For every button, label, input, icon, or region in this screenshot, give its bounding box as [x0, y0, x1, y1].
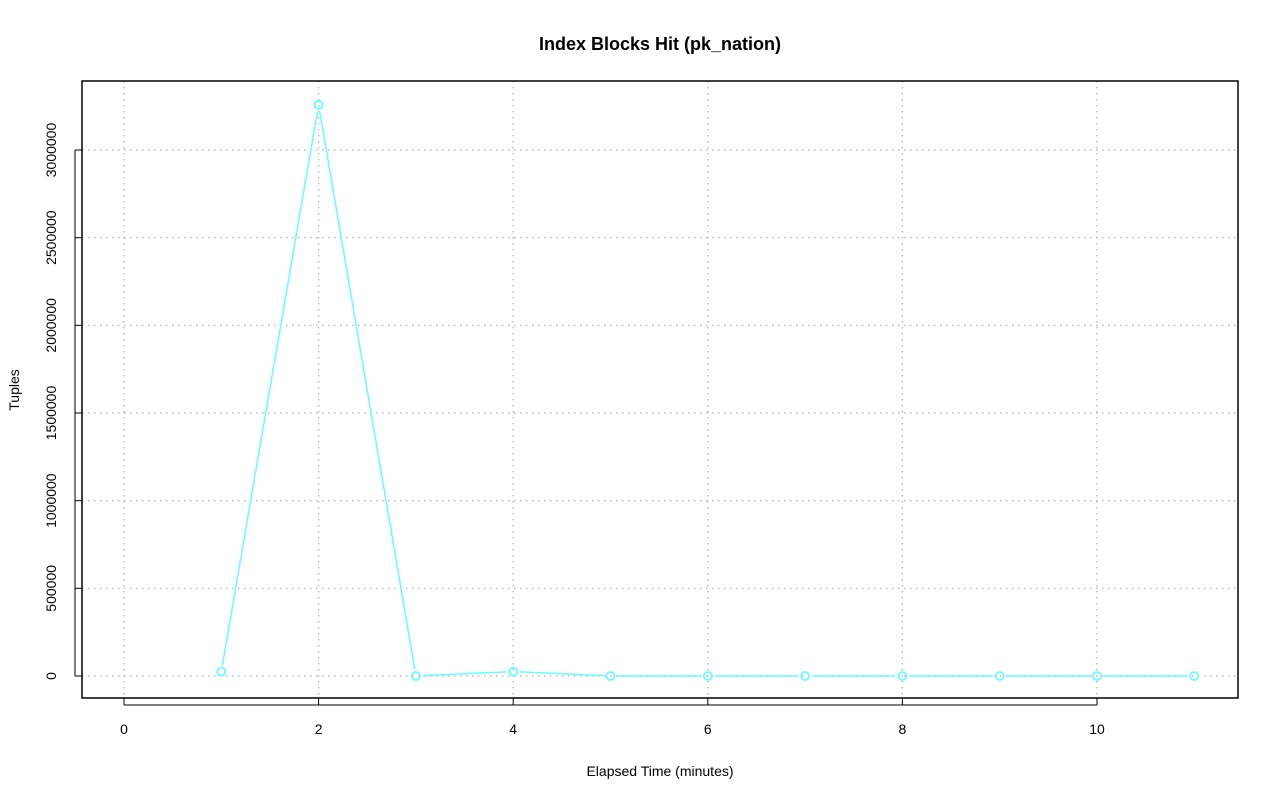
grid [82, 81, 1238, 698]
series-layer [216, 100, 1200, 681]
series-segment [422, 671, 507, 677]
data-point [216, 666, 227, 677]
data-point [897, 671, 908, 681]
x-tick-label: 6 [704, 721, 712, 737]
data-point [313, 100, 324, 110]
y-axis-label: Tuples [6, 369, 22, 411]
data-point [1092, 671, 1102, 681]
series-segment [520, 671, 604, 677]
data-point [605, 671, 616, 681]
series-segment [221, 111, 319, 665]
y-tick-label: 500000 [43, 565, 59, 612]
y-tick-label: 2000000 [43, 298, 59, 353]
data-point [800, 671, 810, 681]
chart-title: Index Blocks Hit (pk_nation) [539, 34, 781, 54]
y-tick-label: 3000000 [43, 123, 59, 178]
x-tick-label: 0 [120, 721, 128, 737]
data-point [1189, 671, 1200, 681]
x-tick-label: 4 [509, 721, 517, 737]
y-tick-label: 1000000 [43, 473, 59, 528]
x-axis-label: Elapsed Time (minutes) [586, 763, 733, 779]
x-tick-label: 2 [315, 721, 323, 737]
axes: 0 2 4 6 8 10 0 500000 1000000 1500000 2000000 25000… [43, 123, 1105, 737]
x-tick-label: 8 [899, 721, 907, 737]
data-point [508, 666, 519, 677]
y-tick-label: 2500000 [43, 210, 59, 265]
x-tick-label: 10 [1089, 721, 1105, 737]
y-tick-label: 0 [43, 672, 59, 680]
data-point [702, 671, 713, 681]
plot-frame [81, 80, 1239, 699]
data-point [410, 671, 421, 681]
series-segment [319, 111, 416, 670]
data-point [994, 671, 1005, 681]
y-tick-label: 1500000 [43, 386, 59, 441]
